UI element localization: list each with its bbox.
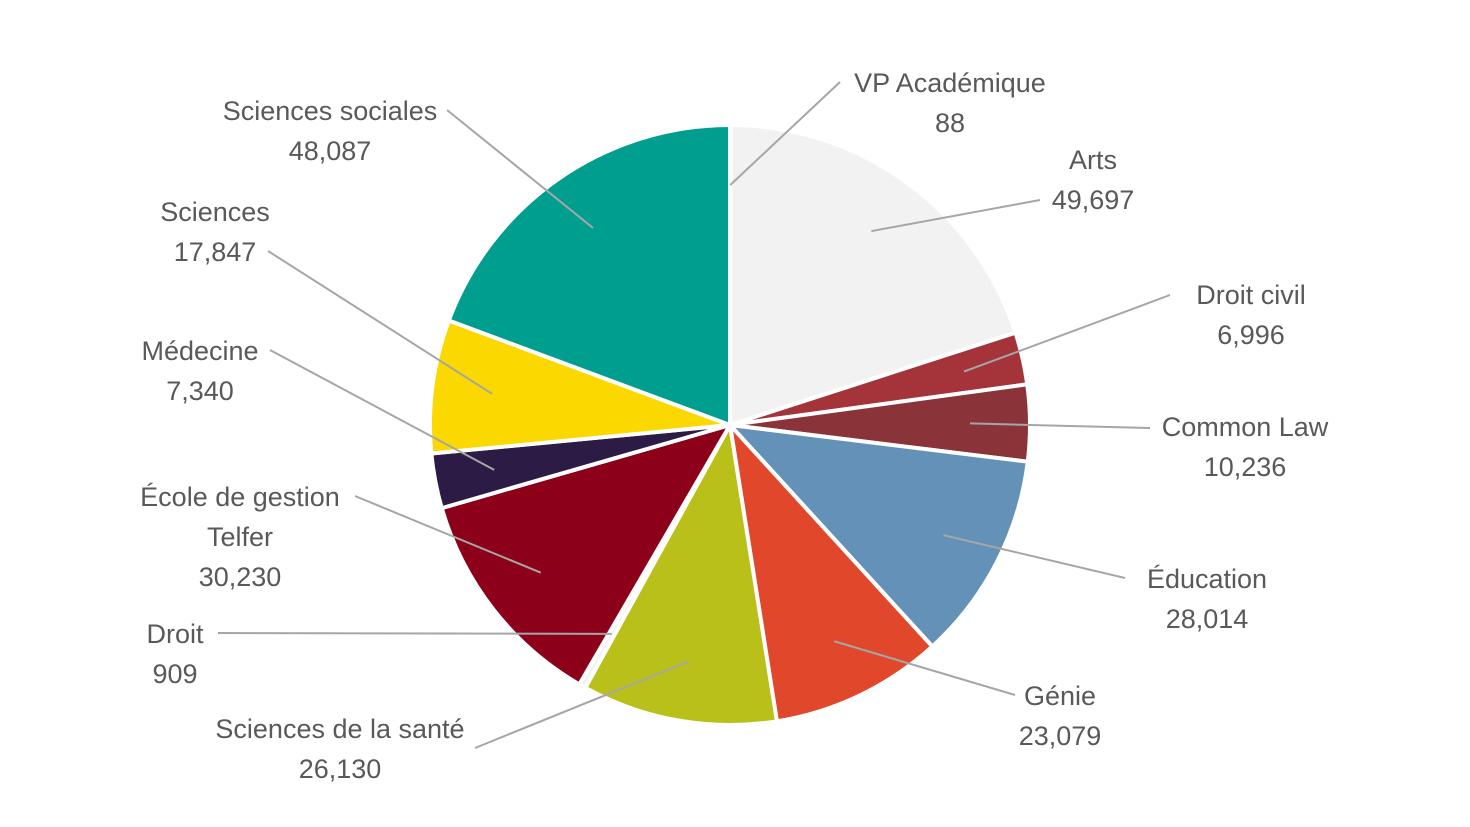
slice-label: Arts	[1069, 145, 1117, 175]
leader-line	[729, 81, 841, 186]
slice-value-label: 23,079	[1019, 721, 1102, 751]
slice-value-label: 6,996	[1217, 320, 1285, 350]
slice-label: Sciences de la santé	[215, 714, 464, 744]
leader-line	[354, 495, 542, 574]
slice-label: Droit civil	[1196, 280, 1306, 310]
leader-line	[474, 660, 690, 749]
slice-value-label: 909	[152, 659, 197, 689]
leader-line	[217, 632, 612, 635]
slice-label: Common Law	[1162, 412, 1329, 442]
leader-line	[833, 640, 1016, 696]
slice-labels: VP Académique 88 Arts 49,697 Droit civil 6,99…	[140, 68, 1329, 784]
leader-line	[267, 250, 493, 395]
slice-value-label: 49,697	[1052, 185, 1135, 215]
slice-value-label: 88	[935, 108, 965, 138]
leader-line	[969, 422, 1151, 429]
pie-slices	[428, 123, 1032, 727]
slice-label: Sciences sociales	[223, 96, 438, 126]
slice-value-label: 26,130	[299, 754, 382, 784]
slice-label: Éducation	[1147, 564, 1267, 594]
slice-value-label: 28,014	[1166, 604, 1249, 634]
slice-value-label: 7,340	[166, 376, 234, 406]
pie-slice	[728, 423, 1030, 649]
slice-label: Génie	[1024, 681, 1096, 711]
slice-value-label: 17,847	[174, 237, 257, 267]
slice-value-label: 10,236	[1204, 452, 1287, 482]
pie-slice	[728, 423, 935, 724]
pie-slice	[446, 123, 732, 427]
pie-slice	[728, 123, 1018, 427]
leader-line	[871, 199, 1041, 233]
leader-line	[269, 349, 495, 471]
slice-label: Médecine	[141, 336, 258, 366]
pie-slice	[439, 423, 732, 687]
slice-label: Droit	[146, 619, 204, 649]
slice-label: École de gestion	[140, 482, 340, 512]
slice-label: VP Académique	[854, 68, 1046, 98]
leader-line	[446, 109, 594, 229]
slice-value-label: 30,230	[199, 562, 282, 592]
leader-line	[963, 294, 1171, 373]
pie-slice	[428, 318, 732, 456]
pie-slice	[583, 423, 779, 727]
slice-label: Telfer	[207, 522, 273, 552]
leader-lines	[217, 81, 1171, 749]
slice-label: Sciences	[160, 197, 270, 227]
leader-line	[943, 534, 1126, 579]
slice-value-label: 48,087	[289, 136, 372, 166]
